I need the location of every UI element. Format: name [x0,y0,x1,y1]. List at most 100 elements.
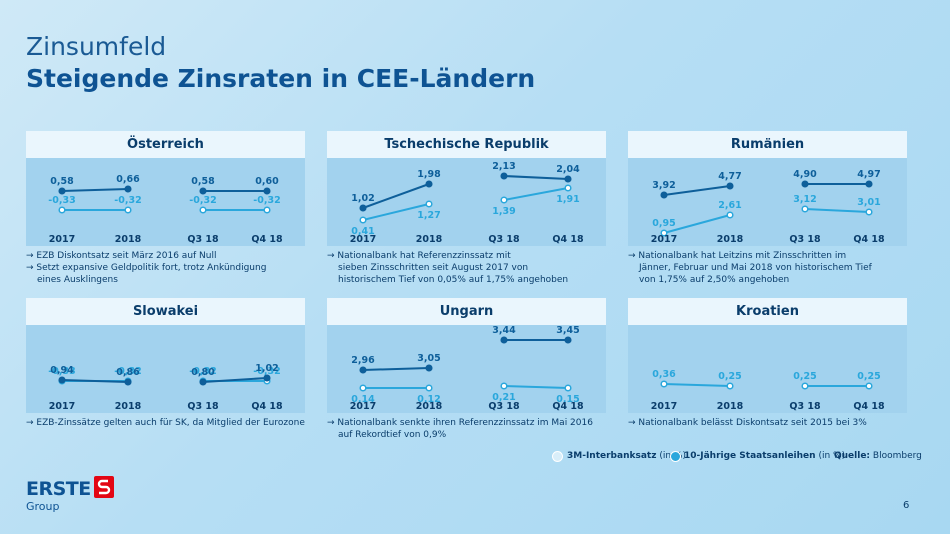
light-value-label: -0,32 [114,366,141,377]
dark-point [425,364,433,372]
dark-value-label: 1,02 [255,363,278,374]
dark-line [61,379,129,383]
note-line: historischem Tief von 0,05% auf 1,75% an… [338,275,569,285]
light-value-label: 0,15 [556,394,579,405]
panel-1: Tschechische Republik 0,41 1,27 1,39 1,91 1,0… [327,131,606,246]
x-tick-label: Q3 18 [789,234,821,245]
dark-value-label: 4,90 [793,169,817,180]
dark-point [564,175,572,183]
legend-3m-label: 3M-Interbanksatz [567,451,657,461]
dark-value-label: 3,92 [652,180,675,191]
x-tick-label: 2018 [717,234,744,245]
page-number: 6 [903,500,910,511]
dark-value-label: 2,13 [492,161,515,172]
dark-point [500,336,508,344]
light-value-label: 0,41 [351,226,374,237]
light-value-label: 1,27 [417,210,440,221]
x-tick-label: 2018 [416,401,443,412]
panel-note: → EZB-Zinssätze gelten auch für SK, da M… [26,417,316,429]
light-point [425,384,433,392]
light-point [726,382,734,390]
note-line: von 1,75% auf 2,50% angehoben [639,275,790,285]
dark-value-label: 3,45 [556,325,579,336]
x-tick-label: 2017 [350,401,376,412]
light-point [500,196,508,204]
light-value-label: 0,25 [718,371,741,382]
panel-4: Ungarn 0,14 0,12 0,21 0,15 2,96 3,05 3,44 3,45 20… [327,298,606,413]
dark-value-label: 2,04 [556,164,580,175]
legend-10y: 10-Jährige Staatsanleihen (in %) [684,451,845,461]
x-tick-label: Q4 18 [552,234,584,245]
x-tick-label: 2017 [651,401,677,412]
light-value-label: -0,33 [48,366,75,377]
dark-value-label: 1,98 [417,169,441,180]
dark-point [199,378,207,386]
panel-title: Rumänien [628,131,907,158]
note-line: sieben Zinsschritten seit August 2017 vo… [338,263,529,273]
legend-3m-icon [552,451,563,462]
dark-value-label: 3,44 [492,325,516,336]
light-point [726,211,734,219]
panel-title: Ungarn [327,298,606,325]
x-tick-label: 2018 [115,401,142,412]
dark-value-label: 2,96 [351,355,375,366]
panel-title: Kroatien [628,298,907,325]
x-tick-label: Q4 18 [251,401,283,412]
section-title: Zinsumfeld [26,32,167,61]
panel-3: Slowakei -0,33 -0,32 -0,32 -0,32 0,94 0,86 0,80… [26,298,305,413]
light-point [564,384,572,392]
light-point [500,382,508,390]
light-value-label: -0,32 [253,366,280,377]
note-line: auf Rekordtief von 0,9% [338,430,447,440]
light-line [503,187,569,201]
dark-point [726,182,734,190]
panel-title: Österreich [26,131,305,158]
light-point [801,205,809,213]
light-value-label: 3,12 [793,194,816,205]
dark-value-label: 3,05 [417,353,440,364]
x-tick-label: 2017 [350,234,376,245]
dark-value-label: 4,97 [857,169,880,180]
x-tick-label: 2018 [717,401,744,412]
dark-line [663,185,731,196]
light-line [503,385,569,389]
source-label: Quelle: [834,451,871,461]
light-point [865,208,873,216]
light-value-label: 0,12 [417,394,440,405]
dark-point [124,185,132,193]
dark-point [425,180,433,188]
dark-value-label: 0,66 [116,174,140,185]
light-line [663,214,731,234]
note-line: → Nationalbank hat Leitzins mit Zinsschr… [628,251,847,261]
note-line: → Setzt expansive Geldpolitik fort, trot… [26,263,267,273]
erste-s-logo-icon [94,476,114,498]
dark-value-label: 4,77 [718,171,741,182]
light-value-label: 2,61 [718,200,741,211]
source-note: Quelle: Bloomberg [834,451,922,461]
panel-note: → Nationalbank hat Referenzzinssatz mit s… [327,250,617,286]
light-point [801,382,809,390]
x-tick-label: 2017 [49,234,75,245]
dark-point [199,187,207,195]
panel-title: Tschechische Republik [327,131,606,158]
legend-10y-unit: (in %) [818,451,846,461]
legend-10y-icon [670,451,681,462]
page-title: Steigende Zinsraten in CEE-Ländern [26,64,536,93]
dark-point [801,180,809,188]
light-point [425,200,433,208]
light-value-label: -0,32 [189,366,216,377]
erste-logo-sub: Group [26,500,60,513]
panel-note: → Nationalbank belässt Diskontsatz seit … [628,417,918,429]
dark-point [865,180,873,188]
light-point [199,206,207,214]
legend-10y-label: 10-Jährige Staatsanleihen [684,451,816,461]
note-line: eines Ausklingens [37,275,118,285]
dark-line [362,367,430,371]
panel-chart: 0,41 1,27 1,39 1,91 1,02 1,98 2,13 2,04 2017 2018… [350,161,584,245]
x-tick-label: Q3 18 [187,234,219,245]
dark-point [359,204,367,212]
note-line: → Nationalbank belässt Diskontsatz seit … [628,418,867,428]
light-value-label: -0,33 [48,195,75,206]
x-tick-label: Q4 18 [552,401,584,412]
light-value-label: 0,95 [652,218,675,229]
